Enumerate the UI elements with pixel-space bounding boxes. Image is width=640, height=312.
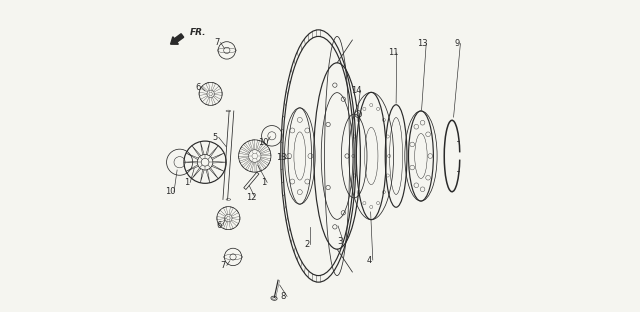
Text: 14: 14 bbox=[351, 86, 362, 95]
FancyArrow shape bbox=[171, 34, 184, 44]
Text: 7: 7 bbox=[220, 261, 226, 270]
Text: 10: 10 bbox=[258, 138, 269, 147]
Text: 7: 7 bbox=[214, 38, 220, 47]
Text: 9: 9 bbox=[454, 39, 460, 48]
Text: 2: 2 bbox=[304, 240, 309, 249]
Text: 13: 13 bbox=[417, 39, 428, 48]
Text: 13: 13 bbox=[276, 153, 287, 162]
Text: 1: 1 bbox=[184, 178, 189, 187]
Text: 8: 8 bbox=[281, 292, 286, 301]
Text: 10: 10 bbox=[165, 187, 175, 196]
Text: FR.: FR. bbox=[189, 28, 206, 37]
Text: 11: 11 bbox=[388, 48, 398, 57]
Text: 12: 12 bbox=[246, 193, 256, 202]
Text: 5: 5 bbox=[212, 133, 218, 142]
Text: 6: 6 bbox=[196, 83, 201, 92]
Text: 3: 3 bbox=[337, 237, 342, 246]
Text: 1: 1 bbox=[261, 178, 266, 187]
Text: 6: 6 bbox=[216, 222, 221, 230]
Text: 4: 4 bbox=[367, 256, 372, 265]
